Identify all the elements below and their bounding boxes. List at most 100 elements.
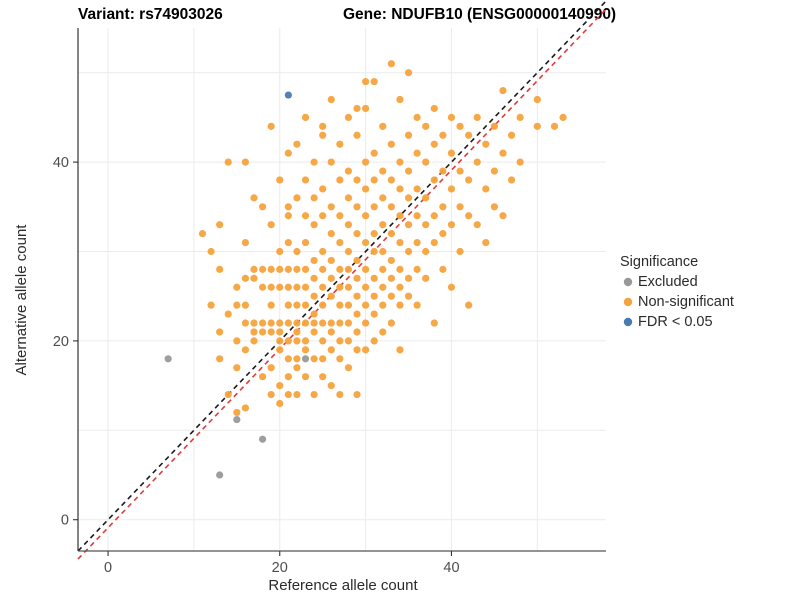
point-non-significant [276,346,284,354]
point-non-significant [404,274,413,282]
point-non-significant [413,113,421,121]
point-non-significant [284,203,292,211]
plot-panel: 0 20 40 0 20 40 [53,0,607,576]
point-non-significant [301,176,310,184]
point-non-significant [319,247,327,256]
point-non-significant [284,212,292,220]
point-non-significant [439,203,447,211]
point-non-significant [233,337,241,345]
point-non-significant [293,265,301,273]
point-non-significant [301,212,310,220]
point-non-significant [387,176,395,184]
point-non-significant [482,185,490,193]
point-non-significant [473,113,481,121]
point-non-significant [370,292,378,300]
point-non-significant [284,283,292,291]
point-non-significant [293,283,301,291]
point-non-significant [276,328,284,336]
point-non-significant [336,319,344,327]
point-non-significant [353,131,361,139]
point-non-significant [301,319,310,327]
point-non-significant [439,131,447,139]
point-non-significant [301,283,310,291]
point-non-significant [258,328,267,336]
point-non-significant [344,283,353,291]
point-non-significant [216,355,224,363]
point-non-significant [241,346,250,354]
point-non-significant [344,364,353,372]
point-non-significant [387,203,395,211]
point-non-significant [344,221,353,229]
point-non-significant [336,390,344,399]
point-non-significant [293,364,301,372]
point-non-significant [396,283,404,291]
point-non-significant [327,230,335,238]
variant-title: Variant: rs74903026 [78,6,223,23]
point-non-significant [353,310,361,318]
point-non-significant [447,221,456,229]
point-non-significant [293,247,301,256]
point-non-significant [465,176,473,184]
legend: Significance Excluded Non-significant FDR … [620,254,734,330]
point-excluded [164,355,172,363]
excluded-legend-key[interactable] [623,277,633,287]
y-tick-label: 20 [53,334,69,350]
point-non-significant [310,274,318,282]
point-non-significant [396,185,404,193]
point-non-significant [216,328,224,336]
point-non-significant [387,256,395,265]
point-non-significant [241,238,250,247]
point-non-significant [422,274,430,282]
point-non-significant [362,346,370,354]
point-non-significant [250,274,258,282]
point-non-significant [224,310,232,318]
point-non-significant [499,212,507,220]
point-non-significant [250,337,258,345]
point-non-significant [267,122,275,130]
point-excluded [258,435,267,443]
point-non-significant [336,301,344,309]
point-non-significant [430,319,438,327]
point-non-significant [284,265,292,273]
point-non-significant [258,203,267,211]
point-non-significant [413,185,421,193]
point-non-significant [276,176,284,184]
point-non-significant [267,301,275,309]
point-excluded [216,471,224,479]
point-non-significant [413,238,421,247]
point-non-significant [447,149,456,157]
point-non-significant [387,319,395,327]
point-non-significant [276,319,284,327]
point-non-significant [456,247,464,256]
point-non-significant [439,265,447,273]
point-non-significant [430,212,438,220]
point-non-significant [276,382,284,390]
fdr-legend-key[interactable] [623,317,633,327]
point-non-significant [224,390,232,399]
point-non-significant [370,230,378,238]
point-non-significant [310,355,318,363]
point-non-significant [516,113,524,121]
point-non-significant [284,373,292,381]
point-non-significant [422,158,430,166]
point-non-significant [267,221,275,229]
non-significant-legend-key[interactable] [623,297,633,307]
point-non-significant [379,221,387,229]
point-non-significant [379,283,387,291]
point-non-significant [362,319,370,327]
point-non-significant [233,364,241,372]
point-non-significant [344,167,353,175]
point-non-significant [276,283,284,291]
x-axis-title: Reference allele count [268,577,418,594]
point-non-significant [207,301,215,309]
point-non-significant [284,337,292,345]
point-non-significant [362,185,370,193]
point-non-significant [490,122,498,130]
point-non-significant [301,265,310,273]
point-non-significant [353,390,361,399]
point-non-significant [310,292,318,300]
point-non-significant [362,265,370,273]
point-non-significant [250,328,258,336]
point-non-significant [310,256,318,265]
